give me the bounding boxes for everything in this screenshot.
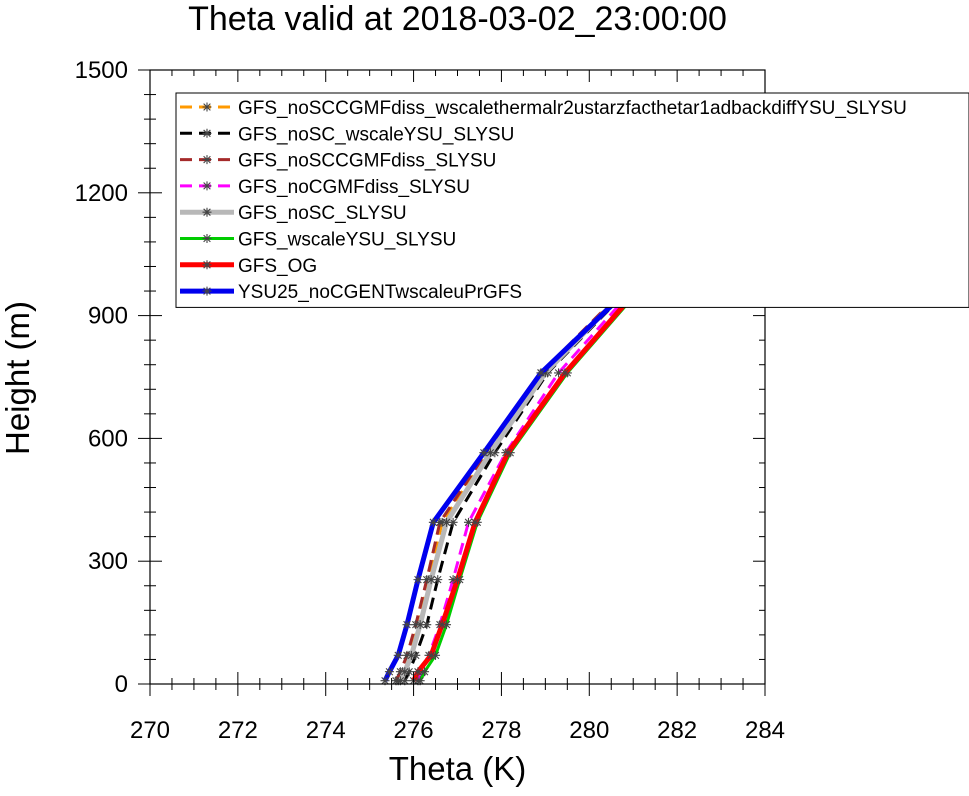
data-point [393,650,403,660]
legend-label: GFS_noCGMFdiss_SLYSU [238,177,470,198]
data-point [413,667,423,677]
x-tick-label: 278 [481,717,521,744]
data-point [384,667,394,677]
data-point [422,620,432,630]
y-tick-label: 0 [115,671,128,698]
legend-label: GFS_noSCCGMFdiss_wscalethermalr2ustarzfa… [238,98,907,119]
data-point [428,517,438,527]
data-point [485,448,495,458]
legend-item-2: GFS_noSCCGMFdiss_SLYSU [180,151,496,172]
data-point [453,575,462,585]
data-point [202,128,212,138]
data-point [415,620,425,630]
series-line [416,183,753,682]
data-point [415,676,425,686]
x-tick-label: 274 [306,717,346,744]
legend-label: YSU25_noCGENTwscaleuPrGFS [238,282,522,303]
chart-title: Theta valid at 2018-03-02_23:00:00 [188,0,727,38]
x-tick-label: 276 [394,717,434,744]
y-tick-label: 600 [88,425,128,452]
data-point [202,181,212,191]
data-point [463,517,473,527]
data-point [202,102,212,112]
data-point [426,575,436,585]
data-point [442,517,452,527]
data-point [437,620,447,630]
data-point [420,667,430,677]
y-tick-label: 300 [88,548,128,575]
x-tick-label: 272 [218,717,258,744]
data-point [536,368,546,378]
data-point [448,517,458,527]
legend-label: GFS_wscaleYSU_SLYSU [238,230,456,251]
x-tick-label: 280 [569,717,609,744]
legend: GFS_noSCCGMFdiss_wscalethermalr2ustarzfa… [175,92,969,308]
legend-label: GFS_noSCCGMFdiss_SLYSU [238,151,496,172]
x-tick-label: 270 [130,717,170,744]
series-line [382,182,756,682]
data-point [402,620,412,630]
data-point [479,448,489,458]
legend-item-6: GFS_OG [180,256,317,277]
data-point [433,575,443,585]
data-point [202,207,212,217]
series-7 [380,180,759,686]
data-point [202,234,212,243]
x-tick-label: 284 [745,717,785,744]
data-point [202,155,212,165]
axes-layer: 270 272 274 276 278 280 282 284 0 300 600 900 1200 15… [75,57,785,744]
legend-item-7: YSU25_noCGENTwscaleuPrGFS [180,282,522,303]
data-point [202,286,212,296]
y-tick-label: 1500 [75,57,128,84]
data-point [435,517,445,527]
legend-box [175,92,969,308]
data-point [560,368,570,378]
data-point [470,517,480,527]
x-axis-label: Theta (K) [388,750,527,787]
legend-item-5: GFS_wscaleYSU_SLYSU [180,230,456,251]
data-point [380,676,390,686]
y-tick-label: 1200 [75,180,128,207]
legend-item-1: GFS_noSC_wscaleYSU_SLYSU [180,124,514,145]
legend-label: GFS_noSC_wscaleYSU_SLYSU [238,124,514,145]
x-tick-label: 282 [657,717,697,744]
legend-label: GFS_noSC_SLYSU [238,203,407,224]
data-point [400,667,410,677]
data-point [395,676,405,686]
data-point [426,650,436,660]
legend-item-3: GFS_noCGMFdiss_SLYSU [180,177,470,198]
series-layer [380,180,763,686]
series-line [411,182,758,682]
y-axis-label: Height (m) [0,300,36,456]
legend-label: GFS_OG [238,256,317,277]
legend-item-0: GFS_noSCCGMFdiss_wscalethermalr2ustarzfa… [180,98,907,119]
data-point [406,650,416,660]
legend-item-4: GFS_noSC_SLYSU [180,203,407,224]
data-point [554,368,564,378]
data-point [503,448,513,458]
data-point [413,575,423,585]
y-tick-label: 900 [88,303,128,330]
data-point [202,260,212,270]
